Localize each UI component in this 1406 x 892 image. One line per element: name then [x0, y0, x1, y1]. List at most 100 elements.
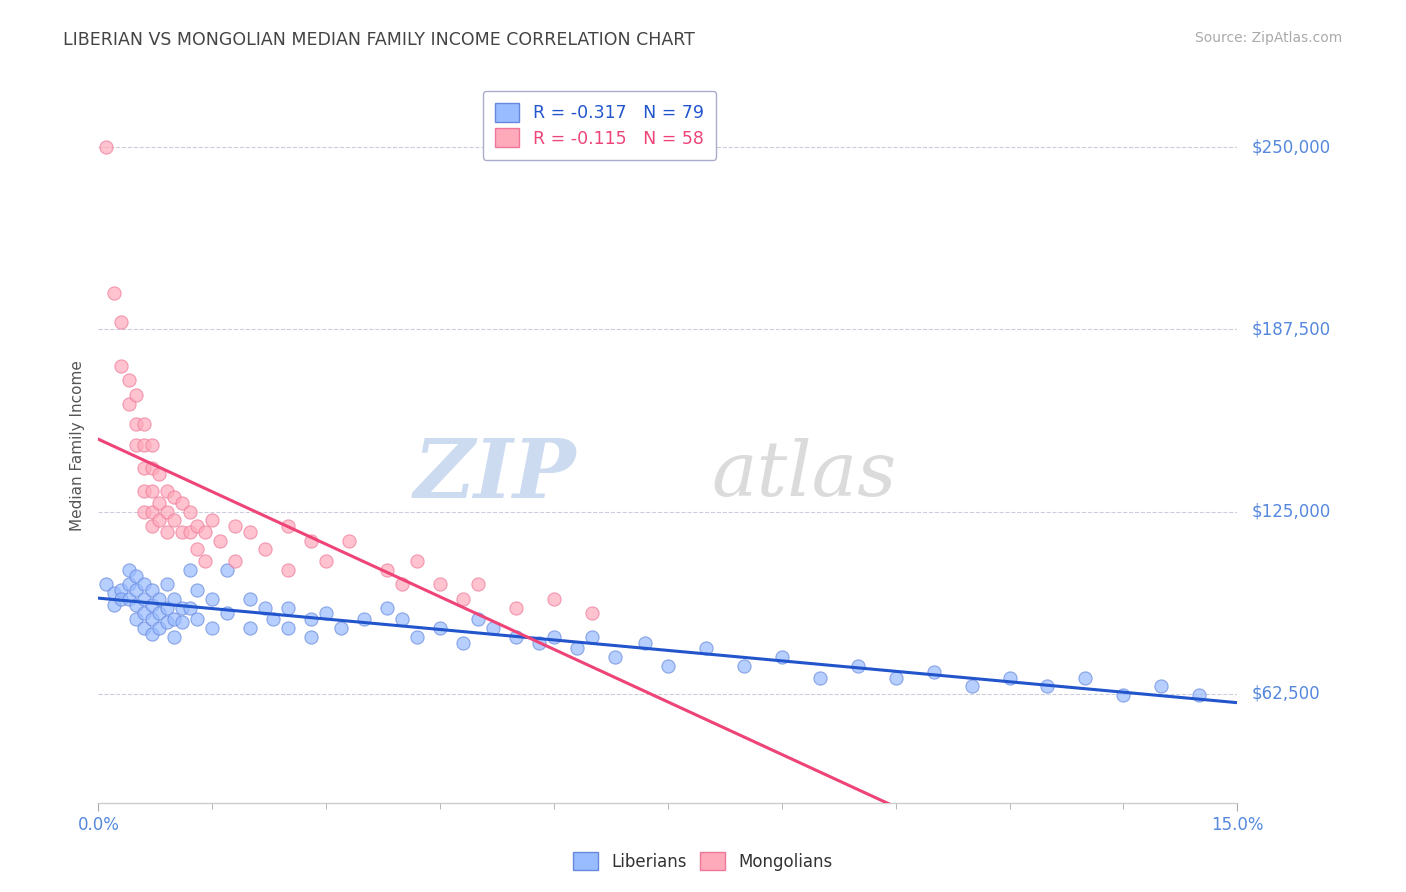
Point [565, 641, 588, 656]
Point [429, 621, 451, 635]
Point [156, 615, 179, 630]
Point [141, 598, 163, 612]
Point [695, 641, 717, 656]
Point [505, 630, 527, 644]
Point [194, 554, 217, 568]
Point [170, 524, 193, 539]
Point [132, 460, 155, 475]
Point [163, 612, 186, 626]
Point [1074, 671, 1097, 685]
Point [148, 621, 170, 635]
Point [808, 671, 831, 685]
Point [406, 554, 429, 568]
Text: LIBERIAN VS MONGOLIAN MEDIAN FAMILY INCOME CORRELATION CHART: LIBERIAN VS MONGOLIAN MEDIAN FAMILY INCO… [63, 31, 695, 49]
Point [118, 374, 141, 388]
Point [148, 513, 170, 527]
Point [1036, 679, 1059, 693]
Point [581, 630, 603, 644]
Point [254, 600, 277, 615]
Point [118, 563, 141, 577]
Point [103, 598, 125, 612]
Point [179, 504, 201, 518]
Point [156, 504, 179, 518]
Point [163, 591, 186, 606]
Point [110, 359, 132, 373]
Point [353, 612, 375, 626]
Point [148, 467, 170, 481]
Point [179, 524, 201, 539]
Point [141, 460, 163, 475]
Point [884, 671, 907, 685]
Point [239, 524, 262, 539]
Point [132, 621, 155, 635]
Point [132, 607, 155, 621]
Point [148, 607, 170, 621]
Text: ZIP: ZIP [415, 434, 576, 515]
Point [429, 577, 451, 591]
Point [201, 513, 224, 527]
Y-axis label: Median Family Income: Median Family Income [69, 360, 84, 532]
Point [315, 607, 337, 621]
Point [1188, 688, 1211, 702]
Point [1150, 679, 1173, 693]
Point [960, 679, 983, 693]
Point [467, 612, 489, 626]
Point [337, 533, 360, 548]
Point [156, 577, 179, 591]
Point [132, 591, 155, 606]
Point [141, 583, 163, 598]
Point [186, 542, 208, 557]
Point [110, 315, 132, 329]
Point [170, 600, 193, 615]
Point [125, 417, 148, 432]
Point [170, 496, 193, 510]
Point [406, 630, 429, 644]
Text: $250,000: $250,000 [1251, 138, 1330, 156]
Point [141, 519, 163, 533]
Point [277, 519, 299, 533]
Point [103, 586, 125, 600]
Point [163, 630, 186, 644]
Point [156, 600, 179, 615]
Point [156, 524, 179, 539]
Legend: Liberians, Mongolians: Liberians, Mongolians [565, 844, 841, 880]
Point [186, 583, 208, 598]
Point [375, 600, 398, 615]
Point [217, 607, 239, 621]
Point [451, 635, 474, 649]
Point [132, 437, 155, 451]
Point [543, 630, 565, 644]
Point [148, 496, 170, 510]
Point [277, 600, 299, 615]
Point [118, 591, 141, 606]
Point [299, 612, 322, 626]
Point [277, 621, 299, 635]
Point [330, 621, 353, 635]
Point [125, 612, 148, 626]
Point [391, 577, 413, 591]
Point [299, 630, 322, 644]
Point [846, 659, 869, 673]
Point [201, 621, 224, 635]
Point [125, 583, 148, 598]
Point [118, 397, 141, 411]
Point [505, 600, 527, 615]
Point [201, 591, 224, 606]
Point [299, 533, 322, 548]
Point [224, 554, 246, 568]
Point [141, 504, 163, 518]
Point [186, 519, 208, 533]
Point [657, 659, 679, 673]
Point [1112, 688, 1135, 702]
Point [141, 612, 163, 626]
Point [125, 598, 148, 612]
Text: Source: ZipAtlas.com: Source: ZipAtlas.com [1195, 31, 1343, 45]
Text: $187,500: $187,500 [1251, 320, 1330, 338]
Point [482, 621, 505, 635]
Point [194, 524, 217, 539]
Point [110, 591, 132, 606]
Point [94, 577, 117, 591]
Point [770, 650, 793, 665]
Point [922, 665, 945, 679]
Point [125, 568, 148, 582]
